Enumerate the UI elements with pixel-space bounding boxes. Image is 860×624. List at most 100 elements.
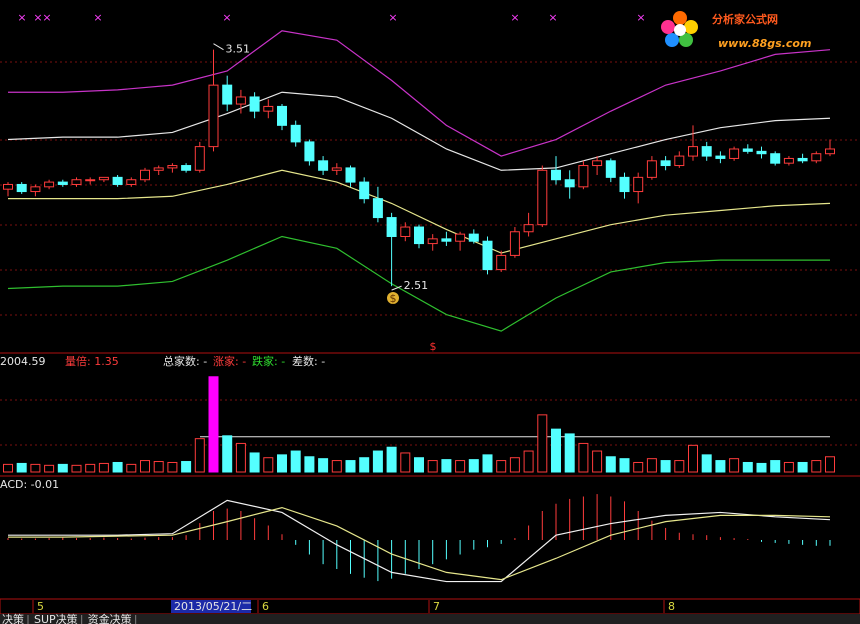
volume-bar	[770, 460, 781, 473]
volume-bar	[16, 462, 27, 473]
volume-bar	[715, 460, 726, 473]
volume-bar	[605, 456, 616, 473]
volume-bar	[208, 376, 219, 473]
date-label: 5	[37, 600, 44, 613]
signal-marker: ×	[93, 11, 102, 24]
volume-bar	[85, 463, 96, 473]
volume-bar	[44, 464, 55, 473]
volume-bar	[592, 450, 603, 473]
volume-bar	[701, 454, 712, 473]
volume-bar	[318, 458, 329, 473]
logo-url: www.88gs.com	[718, 37, 811, 50]
grid	[0, 61, 860, 446]
candle-body	[400, 226, 411, 237]
volume-bar	[153, 461, 164, 473]
candle-body	[742, 148, 753, 152]
candle-body	[578, 165, 589, 188]
volume-bar	[646, 458, 657, 473]
volume-bar	[729, 458, 740, 473]
volume-bar	[688, 444, 698, 473]
volume-bar	[331, 460, 342, 473]
volume-bar	[619, 458, 630, 473]
volume-header: 跌家: -	[252, 354, 285, 368]
candle-body	[523, 224, 534, 233]
candle-body	[263, 105, 274, 112]
candle-body	[427, 238, 438, 245]
candle-body	[414, 226, 424, 245]
dif-line	[8, 499, 831, 583]
date-highlight	[171, 600, 251, 613]
volume-bar	[441, 459, 452, 473]
candle-body	[208, 84, 219, 148]
volume-bar	[3, 463, 13, 473]
volume-bar	[57, 463, 68, 473]
band-line	[8, 169, 831, 254]
candle-body	[112, 176, 123, 185]
volume-bar	[359, 457, 370, 473]
candle-body	[592, 160, 603, 167]
candle-body	[98, 176, 109, 181]
volume-bar	[400, 452, 411, 473]
candle-body	[235, 96, 246, 105]
date-bar	[0, 598, 860, 615]
volume-bar	[825, 456, 835, 473]
candle-body	[496, 254, 507, 271]
candle-body	[729, 148, 740, 159]
volume-bar	[414, 457, 424, 473]
band-line	[8, 30, 831, 157]
tab[interactable]: 决策	[2, 612, 24, 624]
volume-bar	[509, 457, 520, 473]
money-bag-icon: $	[387, 292, 399, 305]
tab[interactable]: SUP决策	[34, 612, 78, 624]
date-label: 6	[262, 600, 269, 613]
low-label: 2.51	[404, 279, 429, 292]
candle-body	[16, 183, 27, 193]
candle-body	[372, 198, 383, 219]
candle-body	[304, 141, 315, 162]
candle-body	[468, 233, 479, 242]
volume-bar	[98, 462, 109, 473]
signal-markers: × × × × × × × × ×	[17, 11, 645, 24]
candle-body	[715, 155, 726, 159]
candle-body	[249, 96, 260, 112]
signal-marker: ×	[388, 11, 397, 24]
volume-bar	[756, 462, 767, 473]
candle-body	[167, 165, 178, 169]
volume-bar	[304, 456, 315, 473]
candle-body	[359, 181, 370, 200]
candle-body	[181, 165, 192, 171]
tab[interactable]: 资金决策	[88, 612, 132, 624]
candle-body	[701, 146, 712, 157]
date-label: 2013/05/21/二	[174, 600, 252, 613]
candle-body	[674, 155, 685, 167]
volume-bar	[30, 463, 41, 473]
candle-body	[811, 153, 822, 162]
date-label: 7	[433, 600, 440, 613]
volume-bar	[345, 460, 356, 473]
candle-body	[222, 84, 233, 105]
candle-body	[140, 169, 150, 181]
volume-bar	[468, 459, 479, 473]
volume-header: 涨家: -	[213, 354, 246, 368]
logo: 分析家公式网 www.88gs.com	[661, 11, 811, 50]
volume-header: 差数: -	[292, 354, 325, 368]
candle-body	[3, 183, 13, 190]
candle-body	[756, 150, 767, 155]
volume-bar	[674, 460, 685, 473]
candle-body	[564, 179, 575, 188]
candle-body	[455, 233, 466, 242]
volume-bar	[551, 428, 561, 473]
date-label: 8	[668, 600, 675, 613]
candle-body	[797, 157, 808, 162]
volume-bar	[564, 433, 575, 473]
candle-body	[345, 167, 356, 183]
volume-bar	[222, 435, 233, 473]
volume-bar	[249, 452, 260, 473]
candle-body	[57, 181, 68, 185]
candle-body	[509, 231, 520, 256]
candle-body	[537, 169, 548, 226]
candle-body	[71, 179, 82, 185]
annotation-flag	[391, 285, 402, 291]
dea-line	[8, 506, 831, 581]
